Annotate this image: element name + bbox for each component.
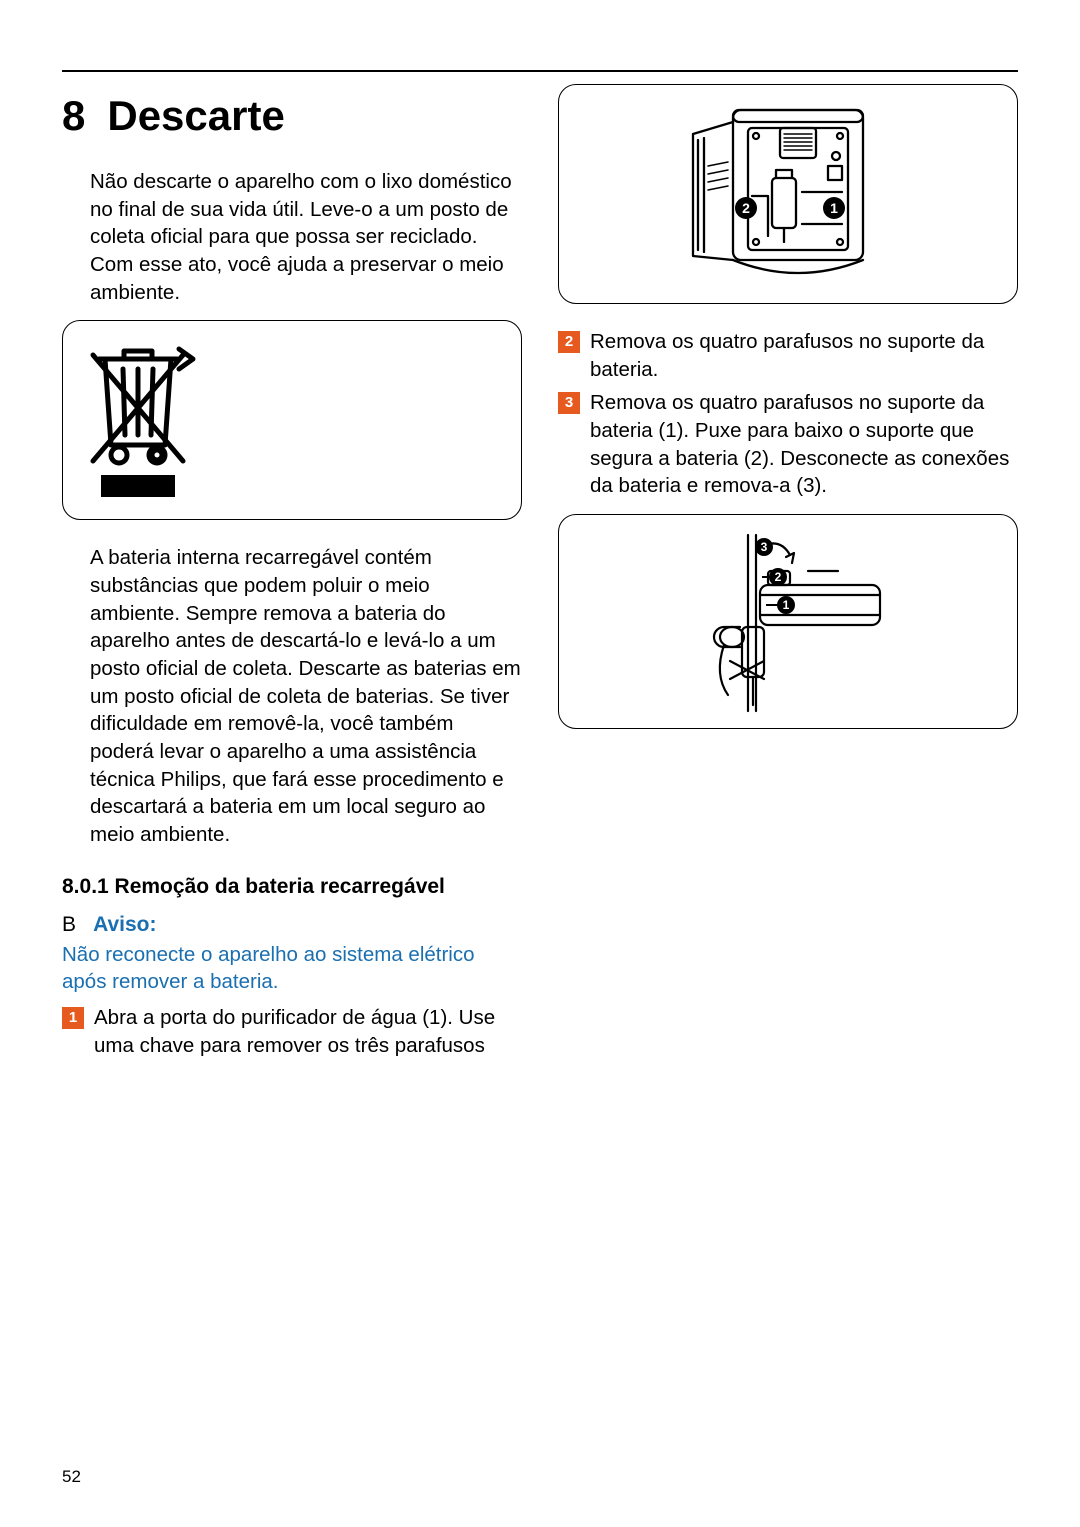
- warning-heading: B Aviso:: [62, 913, 522, 937]
- figure-appliance-open: 2 1: [558, 84, 1018, 304]
- step-1: 1 Abra a porta do purificador de água (1…: [62, 1004, 522, 1059]
- figure-weee-bin: [62, 320, 522, 520]
- weee-bin-icon: [79, 335, 199, 505]
- warning-text: Não reconecte o aparelho ao sistema elét…: [62, 941, 522, 996]
- page-number: 52: [62, 1467, 81, 1487]
- section-number: 8: [62, 92, 85, 140]
- top-rule: [62, 70, 1018, 72]
- subsection-heading: 8.0.1 Remoção da bateria recarregável: [62, 875, 522, 899]
- svg-text:1: 1: [830, 200, 838, 216]
- appliance-open-illustration: 2 1: [638, 96, 938, 292]
- section-title: 8 Descarte: [62, 92, 522, 140]
- svg-text:3: 3: [761, 540, 768, 554]
- step-1-text: Abra a porta do purificador de água (1).…: [94, 1004, 522, 1059]
- step-3: 3 Remova os quatro parafusos no suporte …: [558, 389, 1018, 500]
- step-2-badge: 2: [558, 331, 580, 353]
- step-1-badge: 1: [62, 1007, 84, 1029]
- svg-text:2: 2: [742, 200, 750, 216]
- step-2: 2 Remova os quatro parafusos no suporte …: [558, 328, 1018, 383]
- svg-text:1: 1: [783, 598, 790, 612]
- section-title-text: Descarte: [107, 92, 284, 140]
- step-2-text: Remova os quatro parafusos no suporte da…: [590, 328, 1018, 383]
- step-3-text: Remova os quatro parafusos no suporte da…: [590, 389, 1018, 500]
- battery-paragraph: A bateria interna recarregável contém su…: [62, 544, 522, 848]
- warning-prefix: B: [62, 913, 76, 936]
- step-3-badge: 3: [558, 392, 580, 414]
- left-column: 8 Descarte Não descarte o aparelho com o…: [62, 84, 522, 1065]
- figure-battery-detail: 3 2 1: [558, 514, 1018, 729]
- battery-detail-illustration: 3 2 1: [668, 527, 908, 717]
- right-column: 2 1 2 Remova os quatro parafusos no supo…: [558, 84, 1018, 1065]
- warning-label: Aviso:: [93, 913, 156, 936]
- intro-paragraph: Não descarte o aparelho com o lixo domés…: [62, 168, 522, 306]
- svg-text:2: 2: [775, 570, 782, 584]
